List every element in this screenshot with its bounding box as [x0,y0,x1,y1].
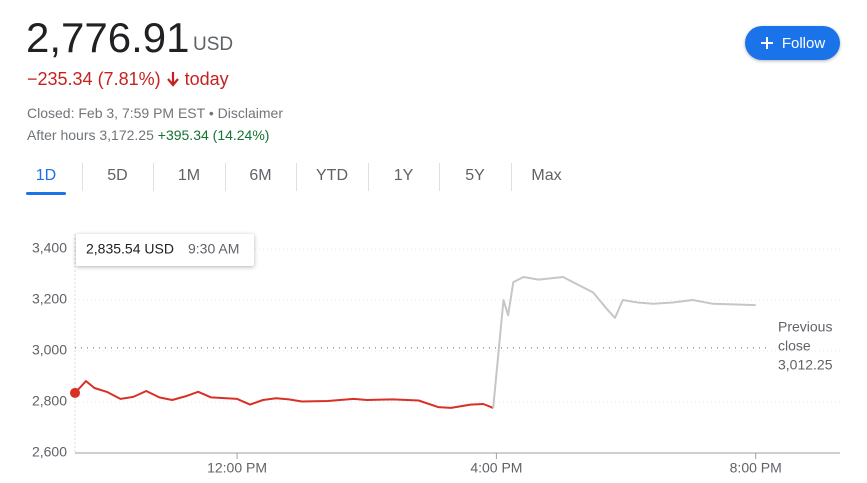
tab[interactable]: Max [531,167,562,184]
change: −235.34 (7.81%) today [27,69,229,90]
after-hours-price: 3,172.25 [99,127,154,143]
price: 2,776.91 [26,14,190,61]
disclaimer[interactable]: Disclaimer [217,105,283,121]
after-hours-change: +395.34 (14.24%) [157,127,270,143]
price-line [492,276,756,408]
tab-separator [153,163,154,191]
y-tick-label: 3,400 [32,240,67,256]
currency: USD [193,34,234,55]
follow-label: Follow [781,34,826,52]
previous-close-label: close [778,338,811,354]
tab[interactable]: 1D [35,167,57,184]
tab[interactable]: 5Y [465,167,485,184]
tab-underline [26,192,66,195]
tab-separator [81,163,83,191]
tab[interactable]: YTD [316,167,348,184]
follow-button[interactable]: Follow [745,26,840,60]
closed: Closed: Feb 3, 7:59 PM EST [27,105,205,121]
x-tick-label: 12:00 PM [207,460,267,476]
tab-separator [367,163,369,191]
after-hours-line: After hours 3,172.25 +395.34 (14.24%) [27,127,269,143]
y-tick-label: 3,200 [32,291,67,307]
start-point [70,387,80,398]
tab[interactable]: 5D [107,167,128,184]
x-tick-label: 4:00 PM [470,460,522,476]
plus-icon [760,37,773,49]
after-hours-label: After hours [27,127,96,143]
closed-line: Closed: Feb 3, 7:59 PM EST • Disclaimer [27,105,283,121]
y-tick-label: 2,600 [32,444,67,460]
change-suffix: today [184,69,229,89]
down-arrow [166,72,179,87]
x-tick-label: 8:00 PM [730,460,782,476]
y-tick-label: 2,800 [32,393,67,409]
tab[interactable]: 1Y [393,167,414,184]
tab[interactable]: 1M [177,167,201,184]
price-line [74,380,494,409]
y-tick-label: 3,000 [32,342,67,358]
tooltip-box [76,234,254,266]
tab-separator [439,163,440,191]
tooltip-value: 2,835.54 USD [86,241,174,257]
tab-separator [224,163,226,191]
tooltip-time: 9:30 AM [188,241,239,257]
tab-separator [296,163,297,191]
tab-separator [510,163,512,191]
previous-close-value: 3,012.25 [778,357,833,373]
tab[interactable]: 6M [249,167,272,184]
change-value: −235.34 (7.81%) [27,69,161,89]
previous-close-label: Previous [778,319,832,335]
separator: • [208,105,214,121]
